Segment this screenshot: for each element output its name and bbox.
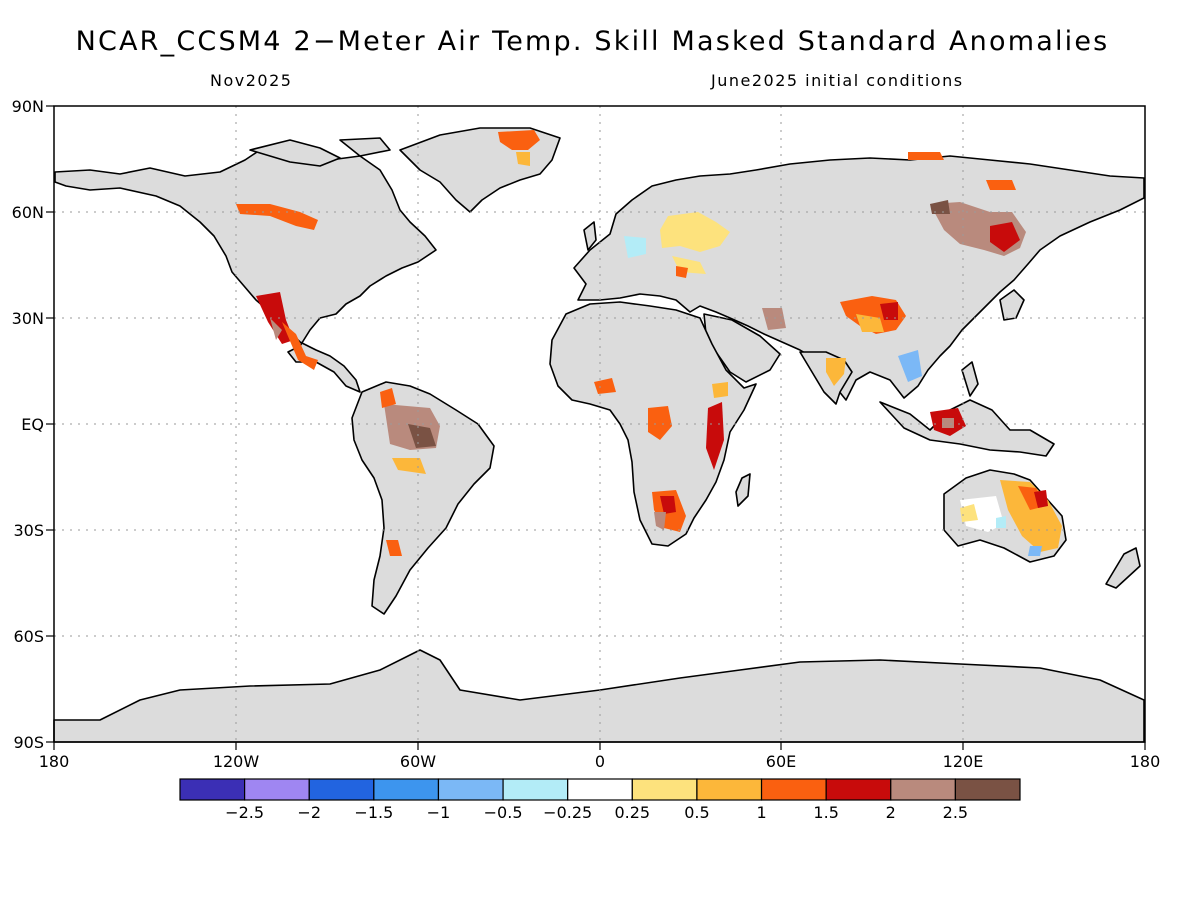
anomaly-argentina — [386, 540, 402, 556]
lat-label: 90S — [13, 733, 44, 752]
lat-label: 60S — [13, 627, 44, 646]
anomaly-australia — [1000, 480, 1062, 552]
color-bar-swatch — [954, 778, 1021, 801]
initial-conditions: June2025 initial conditions — [711, 71, 964, 90]
anomaly-patches — [236, 130, 1062, 556]
lon-label: 180 — [1130, 752, 1161, 771]
color-bar-swatch — [373, 778, 440, 801]
gridlines — [54, 106, 1145, 742]
color-bar-swatch — [502, 778, 569, 801]
color-bar-label: 1 — [756, 803, 766, 822]
color-bar-swatch — [890, 778, 956, 801]
tick-marks — [46, 105, 1146, 750]
lon-label: 120E — [943, 752, 984, 771]
lon-label: 0 — [595, 752, 605, 771]
lon-label: 120W — [213, 752, 260, 771]
map-title: NCAR_CCSM4 2−Meter Air Temp. Skill Maske… — [75, 26, 1110, 57]
color-bar-label: 0.25 — [614, 803, 650, 822]
japan — [999, 289, 1025, 321]
color-bar-label: −2.5 — [225, 803, 264, 822]
color-bar-swatch — [760, 778, 827, 801]
lon-label: 60W — [400, 752, 436, 771]
color-bar-label: 2.5 — [943, 803, 968, 822]
longitude-labels: 180 120W 60W 0 60E 120E 180 — [39, 752, 1161, 771]
color-bar-label: −2 — [297, 803, 321, 822]
color-bar-swatch — [244, 778, 310, 801]
color-bar-label: 0.5 — [684, 803, 709, 822]
anomaly-canada — [236, 204, 318, 230]
british-isles — [583, 221, 597, 251]
philippines — [961, 361, 979, 397]
anomaly-scandinavia — [660, 212, 730, 252]
anomaly-mexico — [256, 292, 294, 344]
color-bar-swatch — [567, 778, 633, 801]
south-america — [351, 381, 495, 615]
madagascar — [735, 473, 751, 507]
lat-label: EQ — [21, 415, 44, 434]
new-zealand — [1105, 547, 1141, 589]
anomaly-greenland — [498, 130, 540, 150]
lon-label: 180 — [39, 752, 70, 771]
land-masses — [53, 127, 1145, 743]
anomaly-east-africa — [706, 402, 724, 470]
color-bar-swatch — [696, 778, 763, 801]
anomaly-central-africa — [648, 406, 672, 440]
lon-label: 60E — [766, 752, 796, 771]
anomaly-west-europe — [624, 236, 646, 258]
anomaly-iran — [762, 308, 786, 330]
color-bar-label: 1.5 — [813, 803, 838, 822]
anomaly-india — [826, 358, 846, 386]
forecast-month: Nov2025 — [210, 71, 293, 90]
lat-label: 90N — [12, 97, 44, 116]
lat-label: 30S — [13, 521, 44, 540]
lat-label: 30N — [12, 309, 44, 328]
latitude-labels: 90N 60N 30N EQ 30S 60S 90S — [12, 97, 44, 752]
color-bar-labels: −2.5 −2 −1.5 −1 −0.5 −0.25 0.25 0.5 1 1.5 2 2.5 — [225, 803, 968, 822]
color-bar-swatch — [179, 778, 246, 801]
color-bar-label: 2 — [886, 803, 896, 822]
lat-label: 60N — [12, 203, 44, 222]
color-bar-swatch — [631, 778, 698, 801]
color-bar — [179, 778, 1021, 801]
color-bar-swatch — [437, 778, 504, 801]
anomaly-indochina — [898, 350, 922, 382]
color-bar-label: −1.5 — [354, 803, 393, 822]
color-bar-label: −1 — [427, 803, 451, 822]
color-bar-swatch — [308, 778, 375, 801]
color-bar-label: −0.25 — [543, 803, 592, 822]
color-bar-label: −0.5 — [484, 803, 523, 822]
arctic-islands — [249, 137, 391, 167]
color-bar-swatch — [825, 778, 892, 801]
